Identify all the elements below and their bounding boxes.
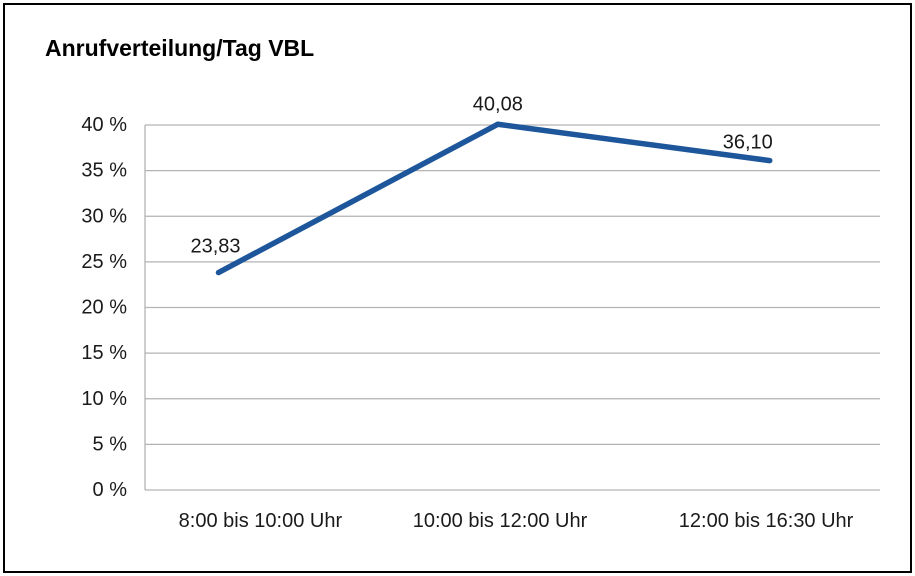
y-tick-label: 5 % xyxy=(93,433,128,455)
y-tick-label: 25 % xyxy=(81,251,127,273)
y-tick-label: 15 % xyxy=(81,342,127,364)
y-tick-label: 40 % xyxy=(81,114,127,136)
x-category-label: 12:00 bis 16:30 Uhr xyxy=(679,510,854,532)
y-tick-label: 30 % xyxy=(81,205,127,227)
data-point-label: 40,08 xyxy=(473,93,523,115)
x-category-label: 10:00 bis 12:00 Uhr xyxy=(413,510,588,532)
chart-title: Anrufverteilung/Tag VBL xyxy=(45,35,315,61)
data-line-series xyxy=(215,121,773,276)
chart-frame: Anrufverteilung/Tag VBL xyxy=(3,3,912,573)
data-point-label: 36,10 xyxy=(723,132,773,154)
y-tick-label: 35 % xyxy=(81,160,127,182)
x-category-label: 8:00 bis 10:00 Uhr xyxy=(179,510,343,532)
data-point-label: 23,83 xyxy=(190,236,240,258)
y-tick-label: 20 % xyxy=(81,297,127,319)
y-tick-label: 10 % xyxy=(81,388,127,410)
y-tick-label: 0 % xyxy=(93,479,128,501)
